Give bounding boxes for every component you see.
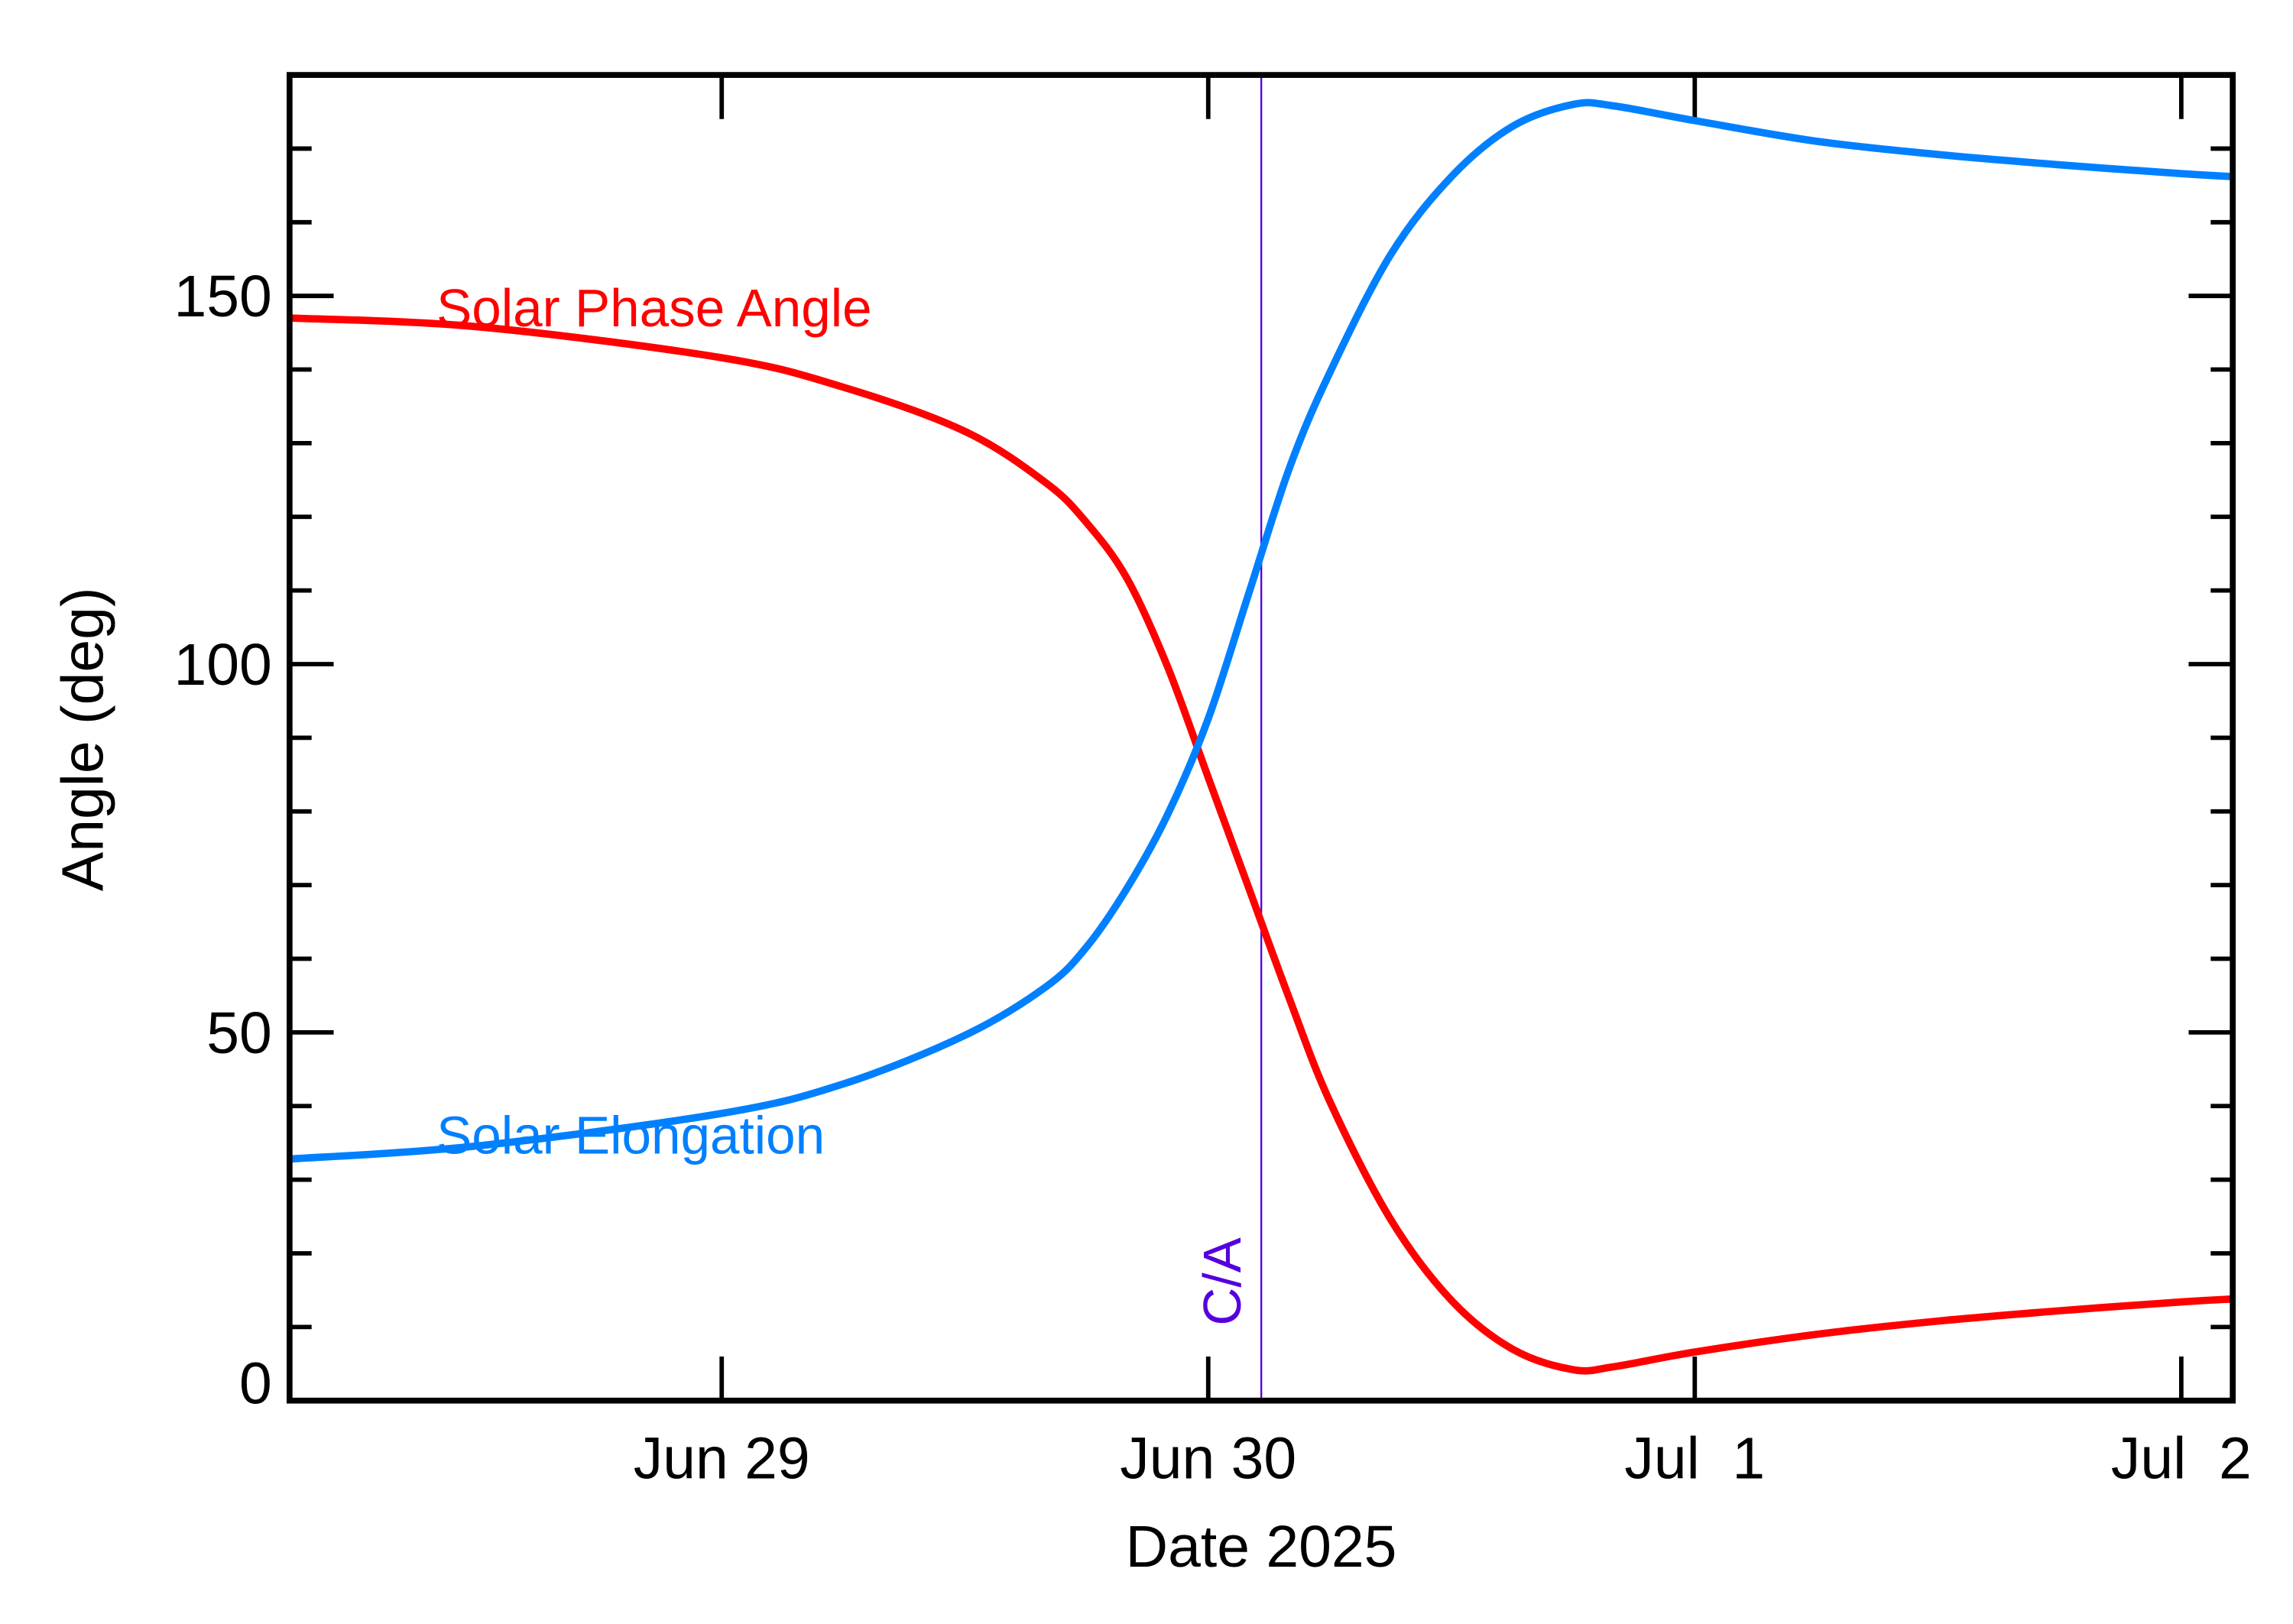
series-label-solar-elongation: Solar Elongation <box>436 1106 825 1165</box>
x-tick-label: Jun 30 <box>1120 1426 1296 1492</box>
series-line-solar-phase-angle <box>289 314 2233 1375</box>
y-tick-label: 50 <box>206 1000 272 1066</box>
y-tick-label: 0 <box>239 1351 272 1417</box>
x-tick-label: Jul 1 <box>1624 1426 1765 1492</box>
y-tick-label: 150 <box>174 264 271 329</box>
y-tick-label: 100 <box>174 632 271 698</box>
plot-frame <box>287 72 2236 1404</box>
series-line-solar-elongation <box>289 99 2233 1163</box>
tick-labels: 0 50 100 150 Jun 29 Jun 30 Jul 1 Jul 2 <box>174 264 2251 1492</box>
series-label-solar-phase-angle: Solar Phase Angle <box>436 278 872 338</box>
x-axis-label: Date 2025 <box>1126 1514 1397 1580</box>
x-tick-label: Jul 2 <box>2111 1426 2252 1492</box>
y-axis-label: Angle (deg) <box>50 588 116 892</box>
x-tick-label: Jun 29 <box>634 1426 810 1492</box>
closest-approach-label: C/A <box>1192 1237 1252 1325</box>
